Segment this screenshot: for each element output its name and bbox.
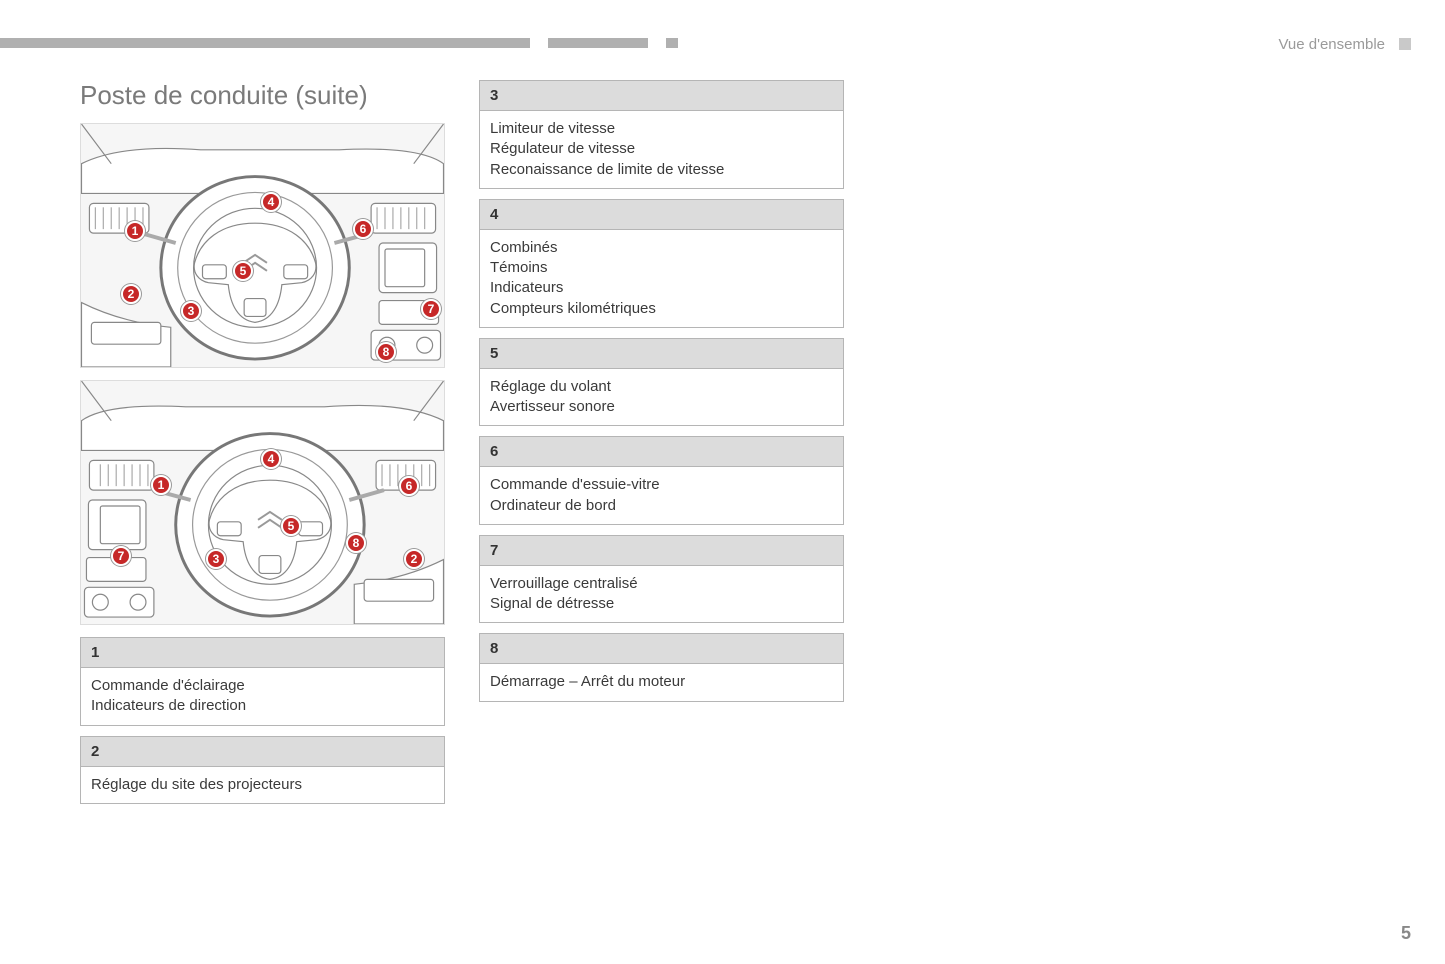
legend-box-7: 7Verrouillage centraliséSignal de détres… bbox=[479, 535, 844, 624]
legend-head: 4 bbox=[480, 200, 843, 230]
legend-box-5: 5Réglage du volantAvertisseur sonore bbox=[479, 338, 844, 427]
legend-head: 1 bbox=[81, 638, 444, 668]
legend-item: Commande d'essuie-vitre bbox=[490, 475, 833, 495]
legend-item: Régulateur de vitesse bbox=[490, 139, 833, 159]
callout-3: 3 bbox=[206, 549, 226, 569]
legend-box-8: 8 Démarrage – Arrêt du moteur bbox=[479, 633, 844, 701]
callout-2: 2 bbox=[121, 284, 141, 304]
legend-item: Indicateurs de direction bbox=[91, 696, 434, 716]
legend-box-3: 3Limiteur de vitesseRégulateur de vitess… bbox=[479, 80, 844, 189]
legend-item: Réglage du volant bbox=[490, 377, 833, 397]
legend-item: Verrouillage centralisé bbox=[490, 574, 833, 594]
callout-6: 6 bbox=[399, 476, 419, 496]
callout-1: 1 bbox=[151, 475, 171, 495]
legend-head: 3 bbox=[480, 81, 843, 111]
legend-item: Indicateurs bbox=[490, 278, 833, 298]
legend-box-2: 2 Réglage du site des projecteurs bbox=[80, 736, 445, 804]
legend-item: Signal de détresse bbox=[490, 594, 833, 614]
callout-7: 7 bbox=[111, 546, 131, 566]
legend-item: Avertisseur sonore bbox=[490, 397, 833, 417]
legend-body: Verrouillage centraliséSignal de détress… bbox=[480, 566, 843, 623]
callout-1: 1 bbox=[125, 221, 145, 241]
legend-item: Démarrage – Arrêt du moteur bbox=[490, 672, 833, 692]
legend-body: CombinésTémoinsIndicateursCompteurs kilo… bbox=[480, 230, 843, 327]
section-label: Vue d'ensemble bbox=[1278, 36, 1385, 53]
callout-8: 8 bbox=[346, 533, 366, 553]
callout-2: 2 bbox=[404, 549, 424, 569]
callout-5: 5 bbox=[233, 261, 253, 281]
legend-item: Ordinateur de bord bbox=[490, 496, 833, 516]
legend-item: Reconaissance de limite de vitesse bbox=[490, 160, 833, 180]
legend-item: Réglage du site des projecteurs bbox=[91, 775, 434, 795]
callout-5: 5 bbox=[281, 516, 301, 536]
page-content: Poste de conduite (suite) bbox=[80, 80, 844, 814]
legend-item: Combinés bbox=[490, 238, 833, 258]
legend-item: Commande d'éclairage bbox=[91, 676, 434, 696]
legend-body: Réglage du volantAvertisseur sonore bbox=[480, 369, 843, 426]
legend-body: Limiteur de vitesseRégulateur de vitesse… bbox=[480, 111, 843, 188]
legend-head: 7 bbox=[480, 536, 843, 566]
legend-item: Témoins bbox=[490, 258, 833, 278]
legend-body: Commande d'essuie-vitreOrdinateur de bor… bbox=[480, 467, 843, 524]
page-title: Poste de conduite (suite) bbox=[80, 80, 445, 111]
section-marker bbox=[1399, 38, 1411, 50]
legend-left: 1Commande d'éclairageIndicateurs de dire… bbox=[80, 637, 445, 804]
dashboard-diagram-lhd: 1 2 3 4 5 6 7 8 bbox=[80, 123, 445, 368]
legend-head: 6 bbox=[480, 437, 843, 467]
header-bar bbox=[0, 38, 678, 48]
callout-4: 4 bbox=[261, 192, 281, 212]
dashboard-diagram-rhd: 1 2 3 4 5 6 7 8 bbox=[80, 380, 445, 625]
legend-head: 8 bbox=[480, 634, 843, 664]
legend-body: Réglage du site des projecteurs bbox=[81, 767, 444, 803]
legend-box-4: 4CombinésTémoinsIndicateursCompteurs kil… bbox=[479, 199, 844, 328]
callout-8: 8 bbox=[376, 342, 396, 362]
callout-7: 7 bbox=[421, 299, 441, 319]
legend-box-6: 6Commande d'essuie-vitreOrdinateur de bo… bbox=[479, 436, 844, 525]
page-number: 5 bbox=[1401, 923, 1411, 944]
callout-4: 4 bbox=[261, 449, 281, 469]
legend-box-1: 1Commande d'éclairageIndicateurs de dire… bbox=[80, 637, 445, 726]
legend-item: Compteurs kilométriques bbox=[490, 299, 833, 319]
legend-item: Limiteur de vitesse bbox=[490, 119, 833, 139]
legend-head: 5 bbox=[480, 339, 843, 369]
legend-body: Démarrage – Arrêt du moteur bbox=[480, 664, 843, 700]
callout-6: 6 bbox=[353, 219, 373, 239]
legend-head: 2 bbox=[81, 737, 444, 767]
legend-right: 3Limiteur de vitesseRégulateur de vitess… bbox=[479, 80, 844, 702]
callout-3: 3 bbox=[181, 301, 201, 321]
right-column: 3Limiteur de vitesseRégulateur de vitess… bbox=[479, 80, 844, 814]
legend-body: Commande d'éclairageIndicateurs de direc… bbox=[81, 668, 444, 725]
left-column: Poste de conduite (suite) bbox=[80, 80, 445, 814]
